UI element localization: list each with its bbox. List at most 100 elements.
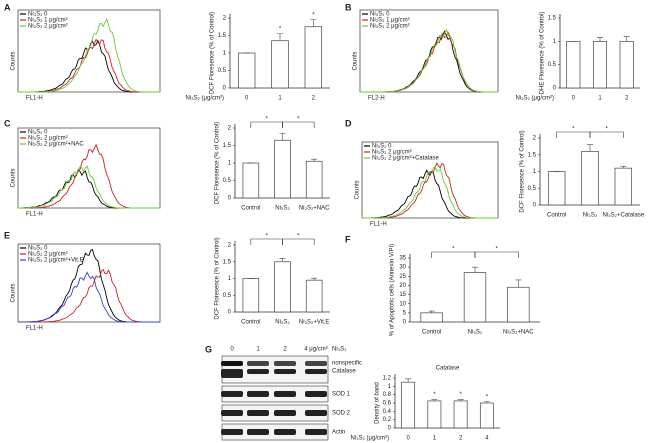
histogram-frame <box>361 141 499 219</box>
band <box>305 391 327 397</box>
histogram-curve <box>17 165 160 209</box>
bracket <box>474 251 519 258</box>
band <box>221 361 243 366</box>
legend-label: Ni₃S₂ 2 μg/cm² <box>370 24 410 30</box>
error-bar <box>472 266 478 273</box>
x-axis-label: FL1-H <box>370 222 387 228</box>
band <box>247 391 269 397</box>
y-axis-label: Counts <box>11 51 17 70</box>
histogram-frame <box>17 243 161 323</box>
y-axis-label: Density of band <box>375 382 381 424</box>
y-tick-label: 0 <box>228 310 232 316</box>
error-bar <box>405 378 412 383</box>
y-tick-label: 0 <box>388 426 392 432</box>
bar <box>566 40 581 89</box>
band <box>247 429 269 435</box>
band <box>305 361 327 366</box>
panel-letter: E <box>4 230 10 240</box>
histogram-curve <box>18 268 160 323</box>
band <box>305 429 327 435</box>
x-axis-label: FL1-H <box>26 326 43 332</box>
y-tick-label: 1 <box>223 51 227 57</box>
histogram-frame <box>17 127 161 209</box>
treatment-label: Ni₃S₂ <box>332 347 347 353</box>
significance: * <box>265 234 268 240</box>
histogram-frame <box>359 9 499 93</box>
x-tick-label: Ni₃S₂+Catalase <box>603 213 645 219</box>
y-tick-label: 1.2 <box>383 376 392 382</box>
y-tick-label: 0 <box>403 320 407 326</box>
y-axis-label: DCF Floresence (% of Control) <box>215 122 221 204</box>
histogram-curve <box>362 169 498 219</box>
histogram-curve <box>360 30 498 93</box>
x-tick-label: 0 <box>245 96 249 102</box>
y-axis-label: DHE Floresence (% of Control) <box>540 12 546 95</box>
y-tick-label: 25 <box>399 274 406 280</box>
histogram-curve <box>360 28 498 93</box>
y-axis-label: Counts <box>355 180 361 199</box>
y-tick-label: 0.2 <box>383 417 392 423</box>
error-bar <box>587 144 593 152</box>
legend-label: Ni₃S₂ 0 <box>28 12 48 18</box>
band <box>221 391 243 397</box>
bar <box>592 40 608 89</box>
y-axis-label: Counts <box>353 51 359 70</box>
x-tick-label: Ni₃S₂+NAC <box>299 206 330 212</box>
bar <box>305 279 323 313</box>
x-tick-label: Control <box>422 330 441 336</box>
band <box>221 410 243 416</box>
band <box>274 361 296 366</box>
y-tick-label: 1.5 <box>548 16 557 22</box>
y-tick-label: 0 <box>553 86 557 92</box>
y-tick-label: 0 <box>228 196 232 202</box>
bar <box>242 162 260 199</box>
error-bar <box>620 166 627 169</box>
y-tick-label: 2 <box>533 136 537 142</box>
panel-letter: G <box>205 344 212 354</box>
bar <box>305 160 323 199</box>
y-tick-label: 2 <box>228 126 232 132</box>
bracket <box>250 121 283 128</box>
error-bar <box>311 277 318 281</box>
error-bar <box>279 258 286 262</box>
x-tick-label: 2 <box>459 436 463 442</box>
error-bar <box>597 37 603 42</box>
bar <box>237 52 256 89</box>
y-tick-label: 35 <box>399 256 406 262</box>
legend-label: Ni₃S₂ 2 μg/cm² <box>28 252 68 258</box>
band <box>274 369 296 374</box>
legend-label: Ni₃S₂ 2 μg/cm²+Vit.E <box>28 258 84 264</box>
significance: * <box>279 26 282 32</box>
y-axis-label: Counts <box>11 283 17 302</box>
legend-label: Ni₃S₂ 0 <box>28 246 48 252</box>
band <box>247 369 269 374</box>
x-tick-label: 2 <box>312 96 316 102</box>
x-axis-label: FL2-H <box>368 96 385 102</box>
x-tick-label: 1 <box>433 436 437 442</box>
histogram-curve <box>362 162 498 219</box>
error-bar <box>279 132 286 141</box>
lane-label: 0 <box>230 347 234 353</box>
error-bar <box>483 401 490 403</box>
bar <box>547 171 566 206</box>
bar <box>304 26 323 89</box>
y-tick-label: 1 <box>553 39 557 45</box>
bracket <box>250 238 283 245</box>
significance: * <box>312 12 315 18</box>
y-tick-label: 1.5 <box>223 143 232 149</box>
significance: * <box>495 247 498 253</box>
x-tick-label: Ni₃S₂+Vit.E <box>299 320 330 326</box>
y-tick-label: 0 <box>533 203 537 209</box>
bracket <box>556 131 591 138</box>
y-tick-label: 5 <box>403 310 407 316</box>
legend-label: Ni₃S₂ 2 μg/cm² <box>28 24 68 30</box>
band-label: nonspecific <box>332 361 362 367</box>
legend-label: Ni₃S₂ 2 μg/cm²+NAC <box>28 142 84 148</box>
y-tick-label: 10 <box>399 301 406 307</box>
y-tick-label: 20 <box>399 283 406 289</box>
lane-label: 4 μg/cm² <box>304 347 327 353</box>
legend-label: Ni₃S₂ 1 μg/cm² <box>370 18 410 24</box>
band-label: SOD 2 <box>332 411 351 417</box>
y-tick-label: 0.5 <box>218 68 227 74</box>
significance: * <box>572 127 575 133</box>
